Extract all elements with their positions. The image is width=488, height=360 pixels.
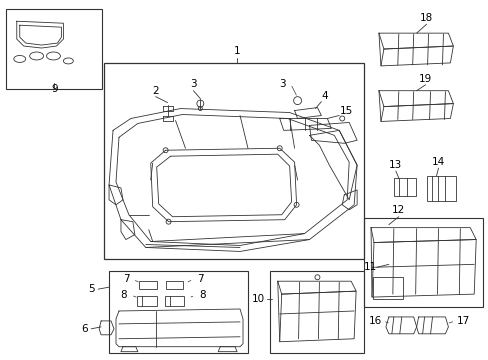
Text: 4: 4 — [321, 91, 327, 101]
Text: 11: 11 — [363, 262, 376, 272]
Text: 15: 15 — [339, 105, 352, 116]
Text: 10: 10 — [251, 294, 264, 304]
Bar — [139, 281, 156, 289]
Bar — [364, 218, 482, 307]
Bar — [164, 296, 184, 306]
Text: 3: 3 — [190, 79, 196, 89]
Text: 3: 3 — [279, 79, 285, 89]
Bar — [104, 63, 364, 260]
Bar — [137, 296, 156, 306]
Bar — [372, 277, 402, 299]
Text: 13: 13 — [388, 160, 402, 170]
Text: 2: 2 — [152, 86, 159, 96]
Bar — [269, 271, 364, 353]
Text: 7: 7 — [197, 274, 203, 284]
Text: 8: 8 — [199, 290, 205, 300]
Text: 1: 1 — [233, 46, 240, 56]
Text: 17: 17 — [456, 316, 469, 326]
Text: 16: 16 — [367, 316, 381, 326]
Text: 12: 12 — [391, 205, 405, 215]
Text: 6: 6 — [81, 324, 87, 334]
Text: 7: 7 — [122, 274, 129, 284]
Text: 14: 14 — [431, 157, 444, 167]
Bar — [426, 176, 455, 201]
Text: 8: 8 — [121, 290, 127, 300]
Bar — [109, 271, 247, 353]
Text: 9: 9 — [51, 84, 58, 94]
Bar — [165, 281, 183, 289]
Bar — [393, 178, 415, 196]
Text: 19: 19 — [418, 74, 431, 84]
Text: 5: 5 — [88, 284, 94, 294]
Text: 18: 18 — [419, 13, 432, 23]
Bar — [6, 9, 102, 89]
